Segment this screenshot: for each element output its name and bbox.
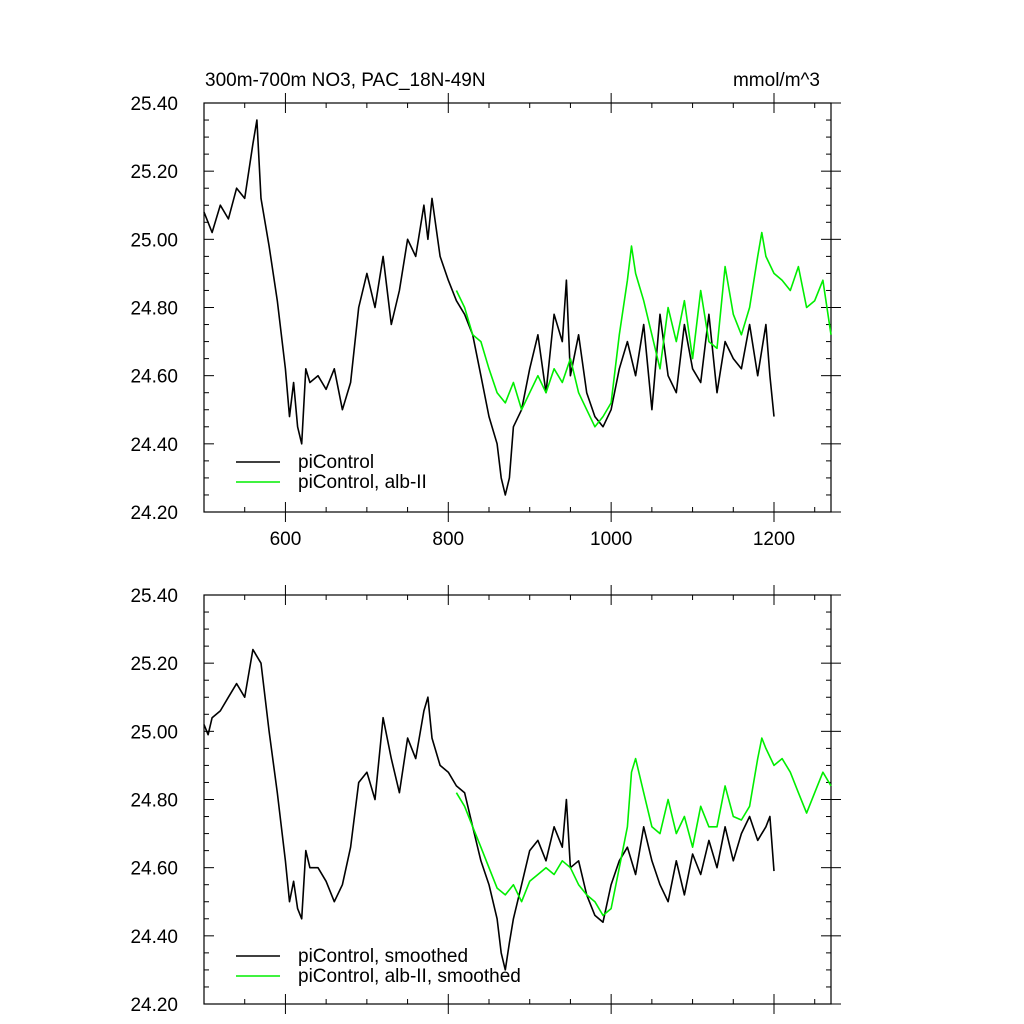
y-tick-label: 24.40 <box>130 927 178 948</box>
plot-frame <box>203 594 832 1005</box>
y-tick-label: 24.40 <box>130 435 178 456</box>
y-tick-label: 25.40 <box>130 586 178 607</box>
legend-label: piControl, smoothed <box>298 946 468 967</box>
y-tick-label: 24.20 <box>130 503 178 524</box>
series-line-picontrol <box>203 119 775 496</box>
legend-label: piControl <box>298 452 374 473</box>
y-tick-label: 25.20 <box>130 162 178 183</box>
bottom-panel: 24.20 24.40 24.60 24.80 25.00 25.20 25.40 piCo… <box>130 585 841 1016</box>
y-tick-label: 25.40 <box>130 94 178 115</box>
x-tick-label: 1000 <box>590 529 632 550</box>
top-panel: 300m-700m NO3, PAC_18N-49N mmol/m^3 600 8… <box>130 70 841 550</box>
bottom-plot-lines <box>203 648 832 971</box>
x-tick-label: 800 <box>432 529 464 550</box>
legend-label: piControl, alb-II, smoothed <box>298 966 521 987</box>
y-tick-label: 24.80 <box>130 791 178 812</box>
y-tick-label: 25.00 <box>130 722 178 743</box>
top-plot-lines <box>203 119 832 496</box>
y-tick-label: 25.00 <box>130 230 178 251</box>
x-tick-label: 1200 <box>753 529 795 550</box>
legend-label: piControl, alb-II <box>298 472 427 493</box>
series-line-picontrol-alb-ii <box>455 737 832 917</box>
top-axes: 600 800 1000 1200 24.20 24.40 24.60 24.80 25.00 2… <box>130 93 841 550</box>
y-tick-label: 24.80 <box>130 299 178 320</box>
units-label: mmol/m^3 <box>733 70 820 91</box>
y-tick-label: 25.20 <box>130 654 178 675</box>
series-line-picontrol <box>203 648 775 971</box>
y-tick-label: 24.60 <box>130 859 178 880</box>
chart-title: 300m-700m NO3, PAC_18N-49N <box>205 70 486 91</box>
bottom-axes: 24.20 24.40 24.60 24.80 25.00 25.20 25.40 <box>130 585 841 1016</box>
plot-frame <box>203 102 832 513</box>
y-tick-label: 24.20 <box>130 995 178 1016</box>
series-line-picontrol-alb-ii <box>455 231 832 428</box>
y-tick-label: 24.60 <box>130 367 178 388</box>
x-tick-label: 600 <box>270 529 302 550</box>
